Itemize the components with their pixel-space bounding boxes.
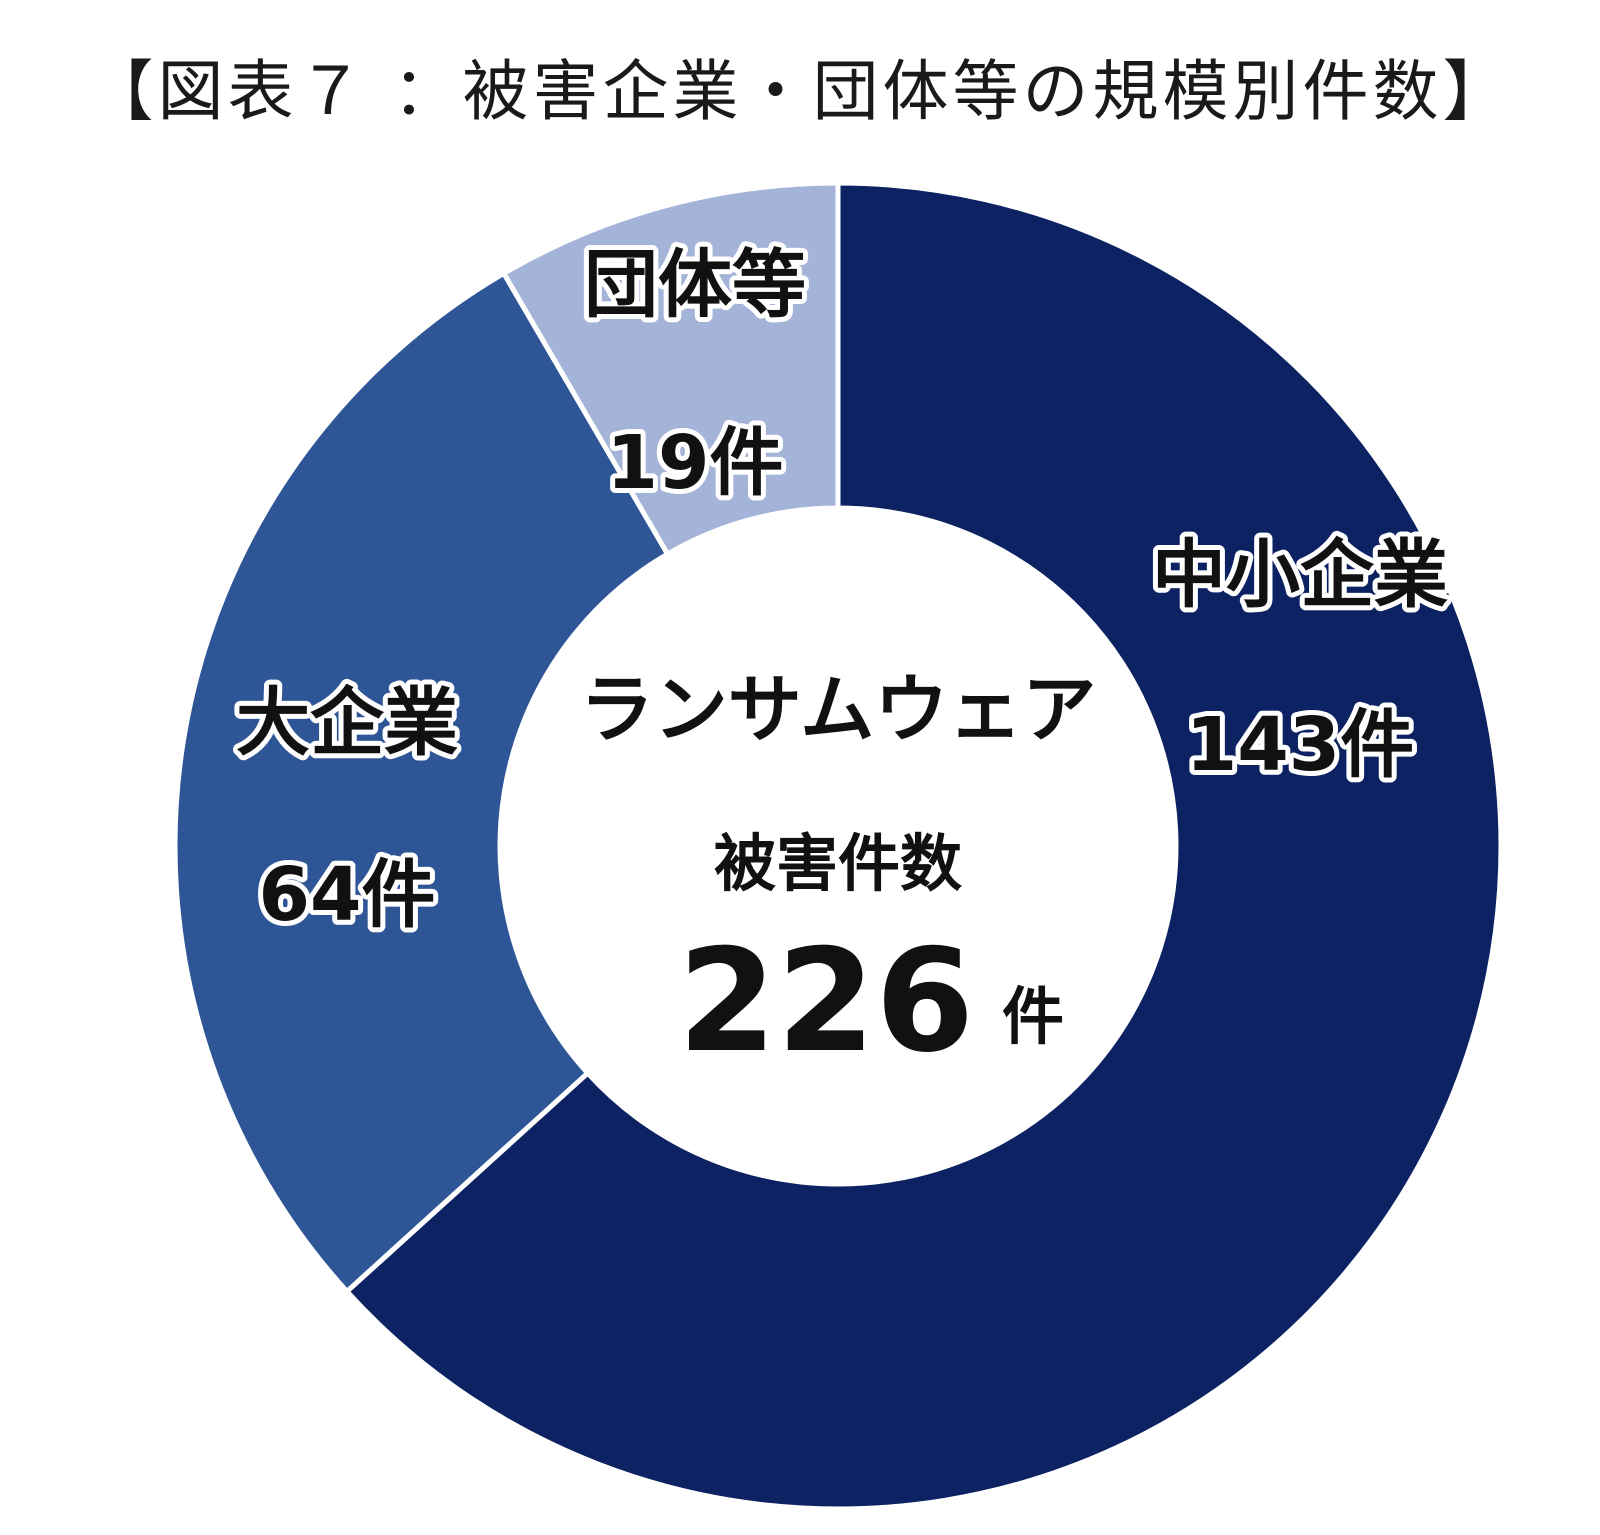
slice-1: [343, 180, 1504, 1512]
center-total-value: 226: [678, 919, 974, 1084]
center-label-line2: 被害件数: [714, 827, 962, 900]
donut-slices: [172, 180, 1504, 1512]
slice-value-1: 143件: [1186, 702, 1414, 788]
slice-2: [172, 269, 672, 1295]
slice-label-1: 中小企業: [1152, 532, 1448, 618]
slice-label-2: 大企業: [236, 680, 458, 766]
slice-value-3: 19件: [607, 420, 784, 506]
slice-label-3: 団体等: [584, 242, 806, 328]
slice-value-2: 64件: [259, 852, 436, 938]
chart-title: 【図表７ ：被害企業・団体等の規模別件数】: [87, 53, 1513, 130]
slice-3: [500, 180, 841, 558]
center-label-line1: ランサムウェア: [580, 667, 1097, 753]
slice-labels: 中小企業 143件 大企業 64件 団体等 19件: [231, 237, 1453, 943]
donut-center: ランサムウェア 被害件数 226 件: [580, 667, 1097, 1084]
center-total-unit: 件: [1002, 980, 1064, 1053]
